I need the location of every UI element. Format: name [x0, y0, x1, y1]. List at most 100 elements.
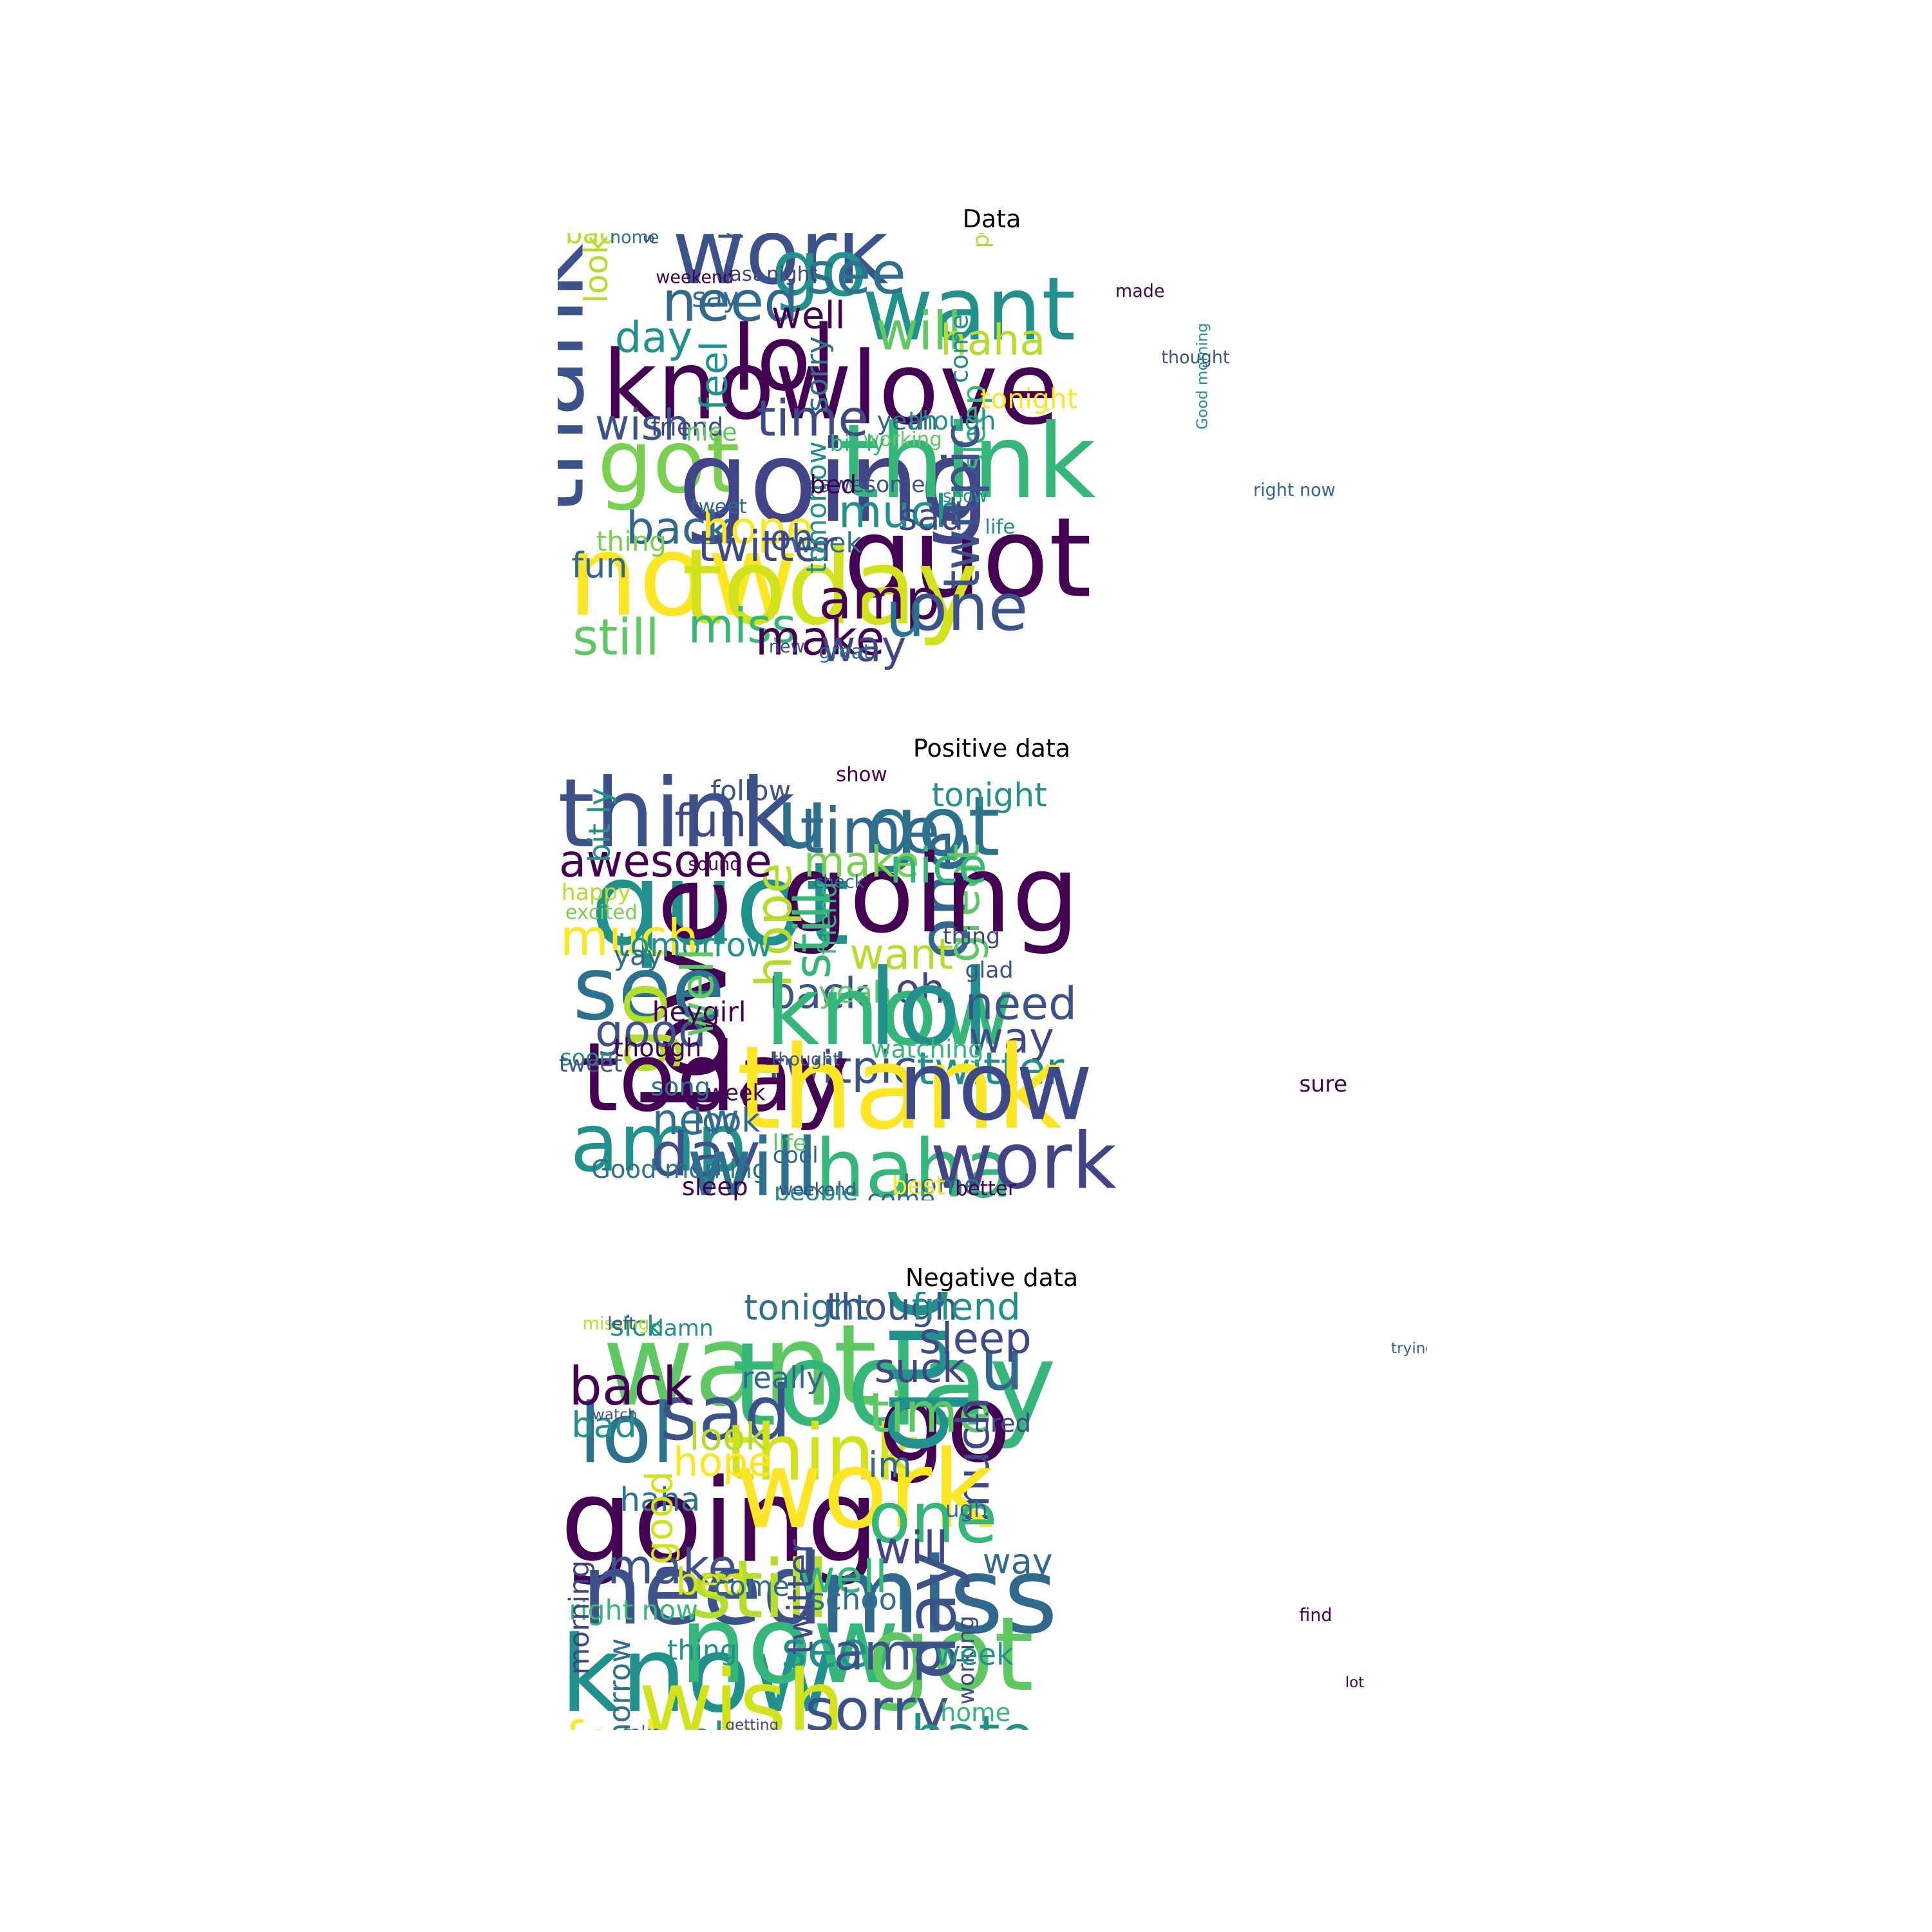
word-friend: friend [912, 1292, 1021, 1329]
panel-title-positive: Positive data [913, 734, 1071, 762]
word-sleep: sleep [682, 1173, 748, 1200]
word-going: going [560, 1454, 880, 1588]
word-miss: miss [819, 1535, 1058, 1658]
word-now: now [898, 1030, 1092, 1142]
word-made: made [1115, 281, 1165, 301]
word-friend: friend [651, 413, 724, 442]
word-sure: sure [1299, 1072, 1347, 1097]
word-u: u [980, 1324, 1024, 1406]
word-bed: bed [676, 1560, 746, 1604]
word-going: going [781, 832, 1079, 958]
word-sleep: sleep [919, 1314, 1032, 1363]
word-work: work [735, 1428, 994, 1553]
word-u: u [776, 772, 828, 868]
word-heygirl: heygirl [652, 996, 746, 1028]
word-show: show [943, 487, 988, 507]
word-good-morning: Good morning [591, 1155, 768, 1184]
word-left: left [607, 1314, 636, 1334]
word-really: really [741, 1360, 824, 1395]
word-oh: oh [689, 1714, 739, 1730]
word-home: home [940, 1698, 1010, 1727]
word-will: will [687, 1122, 819, 1200]
word-twitter: twitter [916, 1043, 1064, 1095]
word-come: come [714, 1571, 790, 1603]
word-quot: quot [590, 837, 849, 971]
word-home: home [610, 233, 659, 248]
word-lost: lost [632, 1729, 664, 1730]
word-see: see [573, 938, 724, 1040]
word-ugh: ugh [945, 1497, 988, 1523]
word-hope: hope [702, 502, 813, 554]
word-thank: thank [737, 1021, 1063, 1155]
word-way: way [983, 1541, 1053, 1582]
word-got: got [866, 779, 1000, 875]
word-better: better [955, 1177, 1016, 1200]
word-lot: lot [1345, 1674, 1365, 1691]
word-love: love [626, 1721, 730, 1730]
word-thing: thing [667, 1634, 737, 1667]
word-one: one [903, 830, 985, 960]
word-come: come [945, 314, 974, 383]
word-week: week [790, 527, 862, 559]
word-bed: bed [810, 471, 857, 500]
word-work: work [931, 1117, 1117, 1200]
word-though: though [614, 1034, 702, 1063]
word-miss: miss [688, 599, 797, 654]
word-haha: haha [620, 1481, 700, 1519]
word-sad: sad [659, 1370, 791, 1457]
word-look: look [693, 1101, 760, 1139]
word-tired: tired [974, 1409, 1031, 1438]
word-good: good [595, 1005, 706, 1057]
word-lol: lol [868, 947, 990, 1070]
word-best: best [892, 1171, 945, 1200]
word-time: time [800, 795, 940, 867]
word-amp: amp [833, 1624, 943, 1681]
word-people: people [774, 1178, 858, 1200]
word-twitter: twitter [781, 1539, 821, 1654]
word-friend: friend [813, 882, 842, 956]
word-twitpic: twitpic [933, 422, 991, 590]
word-though: though [826, 1292, 958, 1329]
word-show: show [836, 763, 887, 786]
word-love: love [851, 330, 1059, 448]
word-morning: morning [564, 1560, 596, 1675]
word-nice: nice [686, 418, 737, 447]
word-thing: thing [596, 526, 667, 558]
word-im: im [868, 1444, 912, 1485]
word-got: got [598, 411, 740, 513]
word-tonight: tonight [744, 1292, 868, 1328]
word-weekend: weekend [779, 1180, 857, 1200]
word-tweet: tweet [690, 495, 746, 518]
word-want: want [862, 258, 1076, 361]
word-see: see [806, 240, 906, 307]
word-people: people [969, 233, 994, 248]
word-good-morning: Good morning [1194, 323, 1211, 430]
word-awesome: awesome [559, 835, 772, 887]
word-oh: oh [896, 966, 945, 1012]
word-quot: quot [844, 495, 1092, 623]
word-school: school [810, 1582, 905, 1616]
word-cloud-positive: think quot love u time got fun follow tonight one… [558, 762, 1427, 1200]
word-good: good [959, 233, 999, 236]
word-new: new [652, 1095, 739, 1144]
word-haha: haha [940, 315, 1045, 365]
word-working: working [863, 428, 942, 451]
word-check: check [813, 872, 864, 892]
word-glad: glad [965, 958, 1014, 983]
word-say: say [692, 281, 739, 314]
word-right-now: right now [569, 1595, 698, 1627]
word-twitter: twitter [698, 522, 838, 571]
word-happy: happy [562, 880, 631, 906]
word-fun: fun [674, 795, 746, 847]
word-bad: bad [565, 233, 617, 251]
word-song: song [651, 1073, 711, 1102]
word-will: will [876, 301, 962, 362]
word-watch: watch [592, 1406, 638, 1423]
word-u: u [886, 578, 925, 650]
word-make: make [804, 837, 920, 887]
word-come: come [867, 1186, 935, 1200]
word-life: life [985, 515, 1015, 538]
word-today: today [682, 527, 979, 649]
word-sound: sound [688, 855, 741, 875]
